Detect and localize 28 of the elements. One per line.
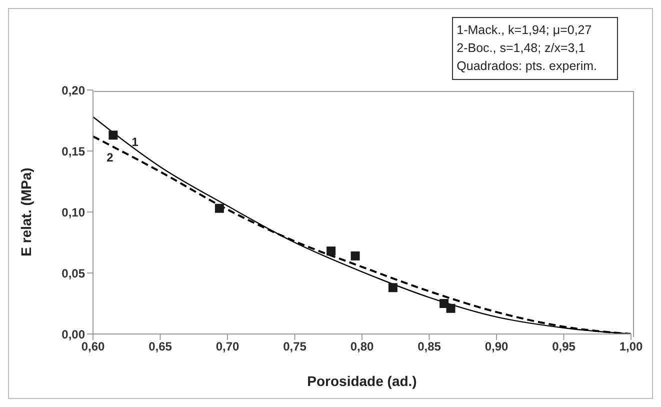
- y-tick-label: 0,20: [62, 83, 86, 98]
- point: [446, 304, 456, 313]
- x-tick-label: 0,75: [283, 340, 307, 354]
- point: [326, 246, 336, 256]
- x-tick-label: 0,65: [148, 340, 172, 354]
- text: 2-Boc., s=1,48; z/x=3,1: [456, 40, 586, 57]
- x-axis-title: Porosidade (ad.): [307, 373, 417, 389]
- y-tick-label: 0,05: [62, 266, 86, 280]
- x-tick-label: 0,70: [216, 340, 240, 354]
- y-axis-title: E relat. (MPa): [18, 168, 34, 256]
- x-tick-label: 0,80: [350, 340, 374, 354]
- y-tick-label: 0,10: [62, 205, 86, 220]
- text: Quadrados: pts. experim.: [456, 58, 597, 75]
- x-tick-label: 0,95: [552, 340, 576, 354]
- point: [108, 130, 118, 140]
- text: 1-Mack., k=1,94; μ=0,27: [456, 22, 593, 39]
- x-tick-label: 1,00: [619, 340, 643, 354]
- point: [350, 251, 360, 260]
- series-label: 2: [106, 150, 114, 164]
- point: [440, 299, 449, 308]
- x-tick-label: 0,90: [484, 340, 508, 354]
- x-tick-label: 0,60: [81, 340, 105, 354]
- point: [214, 204, 224, 213]
- series-label: 1: [132, 134, 139, 149]
- point: [388, 283, 398, 292]
- x-tick-label: 0,85: [418, 340, 442, 354]
- y-tick-label: 0,00: [62, 327, 86, 342]
- y-tick-label: 0,15: [62, 144, 86, 158]
